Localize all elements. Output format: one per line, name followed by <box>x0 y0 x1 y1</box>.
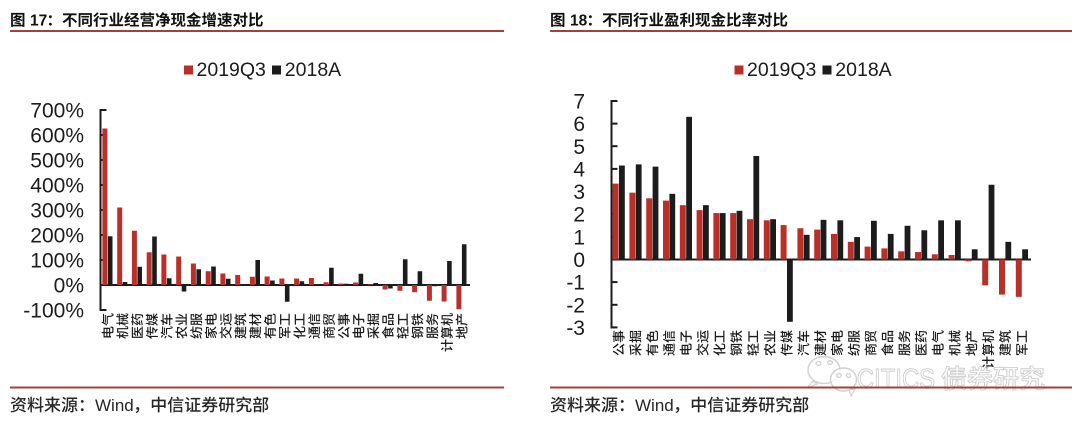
svg-text:4: 4 <box>573 158 585 181</box>
svg-text:0: 0 <box>573 249 585 272</box>
svg-text:5: 5 <box>573 136 585 159</box>
svg-text:Wind: Wind <box>635 396 674 415</box>
svg-text:3: 3 <box>573 181 585 204</box>
svg-text:CITICS: CITICS <box>857 363 935 394</box>
svg-text:700%: 700% <box>30 100 84 123</box>
svg-text:17: 17 <box>30 13 47 30</box>
svg-text:100%: 100% <box>30 250 84 273</box>
svg-text:-3: -3 <box>566 317 585 340</box>
svg-text:Wind: Wind <box>95 396 134 415</box>
svg-text:6: 6 <box>573 113 585 136</box>
svg-text:500%: 500% <box>30 150 84 173</box>
svg-text:2018A: 2018A <box>835 59 891 81</box>
svg-text:300%: 300% <box>30 200 84 223</box>
svg-text:2019Q3: 2019Q3 <box>747 59 816 81</box>
svg-text:600%: 600% <box>30 125 84 148</box>
svg-text:2018A: 2018A <box>285 59 341 81</box>
svg-text:-2: -2 <box>566 294 585 317</box>
svg-text:-1: -1 <box>566 272 585 295</box>
svg-text:-100%: -100% <box>23 300 84 323</box>
svg-text:7: 7 <box>573 91 585 114</box>
svg-text:2: 2 <box>573 204 585 227</box>
svg-text:0%: 0% <box>54 275 84 298</box>
svg-text:18: 18 <box>570 13 588 30</box>
svg-text:2019Q3: 2019Q3 <box>197 59 266 81</box>
svg-text:1: 1 <box>573 226 585 249</box>
svg-text:400%: 400% <box>30 175 84 198</box>
svg-text:200%: 200% <box>30 225 84 248</box>
